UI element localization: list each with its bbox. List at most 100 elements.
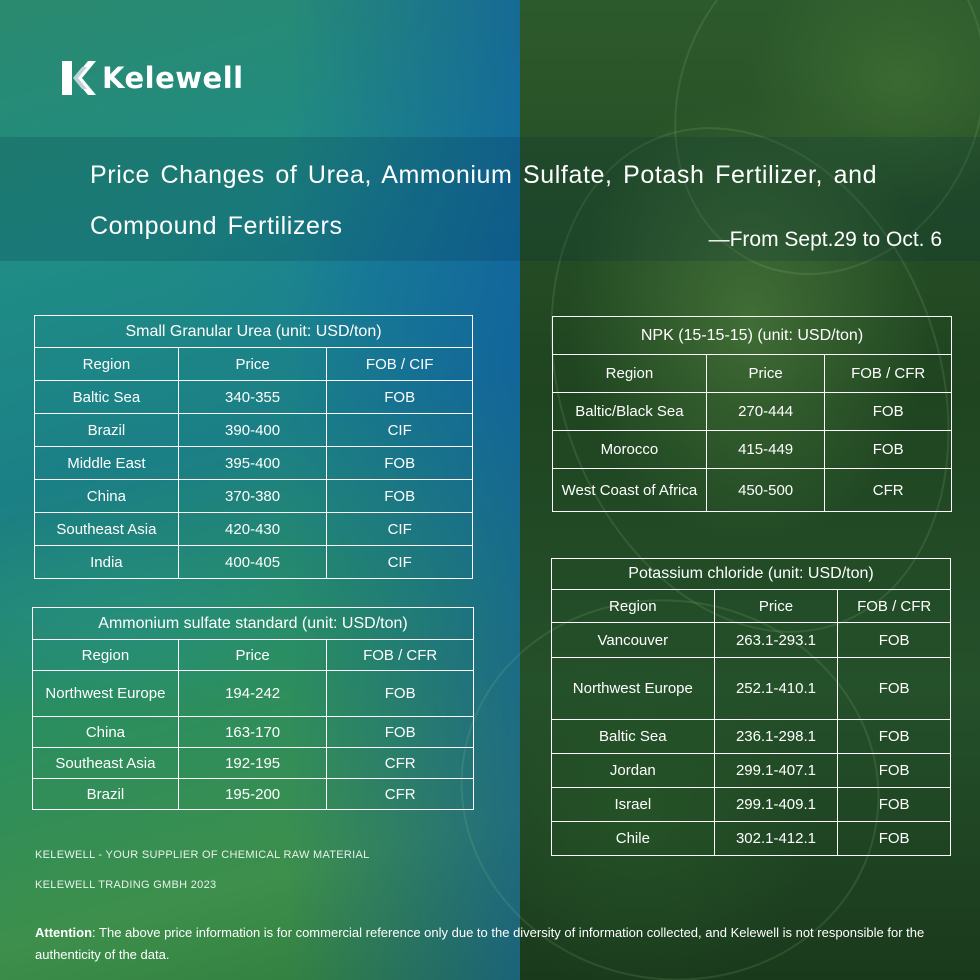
column-header: Price	[177, 347, 328, 381]
column-header: FOB / CFR	[326, 639, 474, 671]
table-row: Brazil 390-400 CIF	[34, 413, 473, 447]
column-header: Region	[551, 589, 715, 623]
table-row: Baltic/Black Sea 270-444 FOB	[552, 392, 952, 431]
brand-logo: Kelewell	[60, 58, 244, 98]
column-header: Price	[713, 589, 839, 623]
column-header: FOB / CIF	[326, 347, 473, 381]
terms-cell: CFR	[326, 747, 474, 779]
table-caption: Small Granular Urea (unit: USD/ton)	[34, 315, 473, 348]
table-row: China 370-380 FOB	[34, 479, 473, 513]
footer-copyright: KELEWELL TRADING GMBH 2023	[35, 879, 217, 891]
table-row: Baltic Sea 236.1-298.1 FOB	[551, 719, 951, 754]
price-cell: 236.1-298.1	[713, 719, 839, 754]
terms-cell: FOB	[837, 657, 951, 720]
date-range: —From Sept.29 to Oct. 6	[708, 228, 942, 251]
terms-cell: FOB	[824, 392, 952, 431]
price-cell: 194-242	[177, 670, 328, 717]
table-row: Northwest Europe 194-242 FOB	[32, 670, 474, 717]
table-row: Israel 299.1-409.1 FOB	[551, 787, 951, 822]
region-cell: Northwest Europe	[551, 657, 715, 720]
npk-price-table: NPK (15-15-15) (unit: USD/ton) Region Pr…	[552, 316, 952, 512]
table-caption: Potassium chloride (unit: USD/ton)	[551, 558, 951, 590]
column-header: Region	[552, 354, 707, 393]
price-cell: 420-430	[177, 512, 328, 546]
price-cell: 252.1-410.1	[713, 657, 839, 720]
urea-price-table: Small Granular Urea (unit: USD/ton) Regi…	[34, 315, 473, 579]
price-cell: 263.1-293.1	[713, 622, 839, 658]
terms-cell: CFR	[326, 778, 474, 810]
region-cell: Morocco	[552, 430, 707, 469]
terms-cell: FOB	[837, 719, 951, 754]
price-cell: 302.1-412.1	[713, 821, 839, 856]
footer-tagline: KELEWELL - YOUR SUPPLIER OF CHEMICAL RAW…	[35, 849, 370, 861]
terms-cell: FOB	[837, 787, 951, 822]
region-cell: Baltic/Black Sea	[552, 392, 707, 431]
price-cell: 340-355	[177, 380, 328, 414]
table-row: West Coast of Africa 450-500 CFR	[552, 468, 952, 512]
attention-notice: Attention: The above price information i…	[35, 922, 953, 966]
table-caption: Ammonium sulfate standard (unit: USD/ton…	[32, 607, 474, 640]
terms-cell: CFR	[824, 468, 952, 512]
region-cell: Brazil	[32, 778, 179, 810]
price-cell: 270-444	[705, 392, 826, 431]
region-cell: Vancouver	[551, 622, 715, 658]
price-cell: 192-195	[177, 747, 328, 779]
region-cell: Southeast Asia	[32, 747, 179, 779]
terms-cell: FOB	[326, 479, 473, 513]
column-header: Region	[32, 639, 179, 671]
ammonium-sulfate-price-table: Ammonium sulfate standard (unit: USD/ton…	[32, 607, 474, 810]
table-row: Southeast Asia 192-195 CFR	[32, 747, 474, 779]
table-row: Middle East 395-400 FOB	[34, 446, 473, 480]
price-cell: 390-400	[177, 413, 328, 447]
table-row: Chile 302.1-412.1 FOB	[551, 821, 951, 856]
terms-cell: FOB	[326, 670, 474, 717]
table-row: Northwest Europe 252.1-410.1 FOB	[551, 657, 951, 720]
price-cell: 395-400	[177, 446, 328, 480]
region-cell: Middle East	[34, 446, 179, 480]
page-title: Price Changes of Urea, Ammonium Sulfate,…	[90, 161, 878, 240]
column-header: FOB / CFR	[837, 589, 951, 623]
table-row: Morocco 415-449 FOB	[552, 430, 952, 469]
price-cell: 450-500	[705, 468, 826, 512]
price-cell: 195-200	[177, 778, 328, 810]
brand-name: Kelewell	[102, 61, 244, 95]
price-cell: 415-449	[705, 430, 826, 469]
region-cell: India	[34, 545, 179, 579]
terms-cell: CIF	[326, 413, 473, 447]
region-cell: Jordan	[551, 753, 715, 788]
region-cell: Southeast Asia	[34, 512, 179, 546]
terms-cell: FOB	[824, 430, 952, 469]
region-cell: China	[32, 716, 179, 748]
terms-cell: CIF	[326, 512, 473, 546]
terms-cell: FOB	[326, 380, 473, 414]
column-header: FOB / CFR	[824, 354, 952, 393]
price-cell: 163-170	[177, 716, 328, 748]
region-cell: West Coast of Africa	[552, 468, 707, 512]
price-cell: 370-380	[177, 479, 328, 513]
kelewell-logo-icon	[62, 61, 96, 95]
region-cell: Baltic Sea	[34, 380, 179, 414]
table-row: Brazil 195-200 CFR	[32, 778, 474, 810]
column-header: Price	[177, 639, 328, 671]
potassium-chloride-price-table: Potassium chloride (unit: USD/ton) Regio…	[551, 558, 951, 856]
region-cell: Israel	[551, 787, 715, 822]
terms-cell: FOB	[837, 622, 951, 658]
table-row: Jordan 299.1-407.1 FOB	[551, 753, 951, 788]
price-cell: 400-405	[177, 545, 328, 579]
table-row: China 163-170 FOB	[32, 716, 474, 748]
terms-cell: FOB	[837, 753, 951, 788]
table-row: Southeast Asia 420-430 CIF	[34, 512, 473, 546]
table-row: Vancouver 263.1-293.1 FOB	[551, 622, 951, 658]
region-cell: Chile	[551, 821, 715, 856]
attention-label: Attention	[35, 925, 93, 940]
region-cell: Baltic Sea	[551, 719, 715, 754]
terms-cell: FOB	[326, 446, 473, 480]
terms-cell: FOB	[326, 716, 474, 748]
region-cell: China	[34, 479, 179, 513]
table-row: India 400-405 CIF	[34, 545, 473, 579]
column-header: Region	[34, 347, 179, 381]
attention-text: : The above price information is for com…	[35, 925, 925, 962]
price-cell: 299.1-409.1	[713, 787, 839, 822]
title-band	[0, 137, 980, 261]
terms-cell: FOB	[837, 821, 951, 856]
